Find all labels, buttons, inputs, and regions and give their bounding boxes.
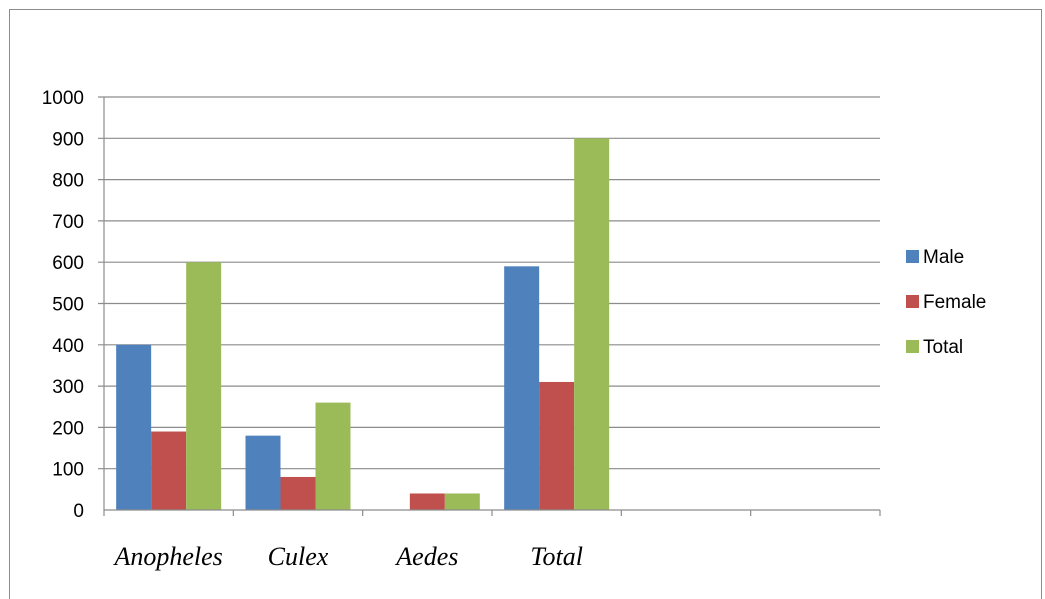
legend-swatch-total xyxy=(906,340,919,353)
y-tick-label: 600 xyxy=(52,253,84,274)
y-tick-label: 100 xyxy=(52,460,84,481)
bar-total-anopheles xyxy=(186,262,222,510)
y-tick-label: 700 xyxy=(52,212,84,233)
bar-male-total xyxy=(504,266,540,510)
y-tick-label: 900 xyxy=(52,129,84,150)
bar-female-anopheles xyxy=(151,431,187,510)
bar-male-culex xyxy=(245,435,281,510)
y-axis-tick-labels: 0 100 200 300 400 500 600 700 800 900 1000 xyxy=(42,88,84,522)
y-tick-label: 0 xyxy=(73,501,84,522)
chart-frame xyxy=(9,9,1042,599)
x-tick-label: Total xyxy=(530,542,583,571)
legend-swatch-male xyxy=(906,250,919,263)
legend-label-total: Total xyxy=(923,337,963,358)
legend-label-female: Female xyxy=(923,292,986,313)
y-tick-label: 300 xyxy=(52,377,84,398)
legend-swatch-female xyxy=(906,295,919,308)
bar-total-aedes xyxy=(444,493,480,510)
y-tick-label: 200 xyxy=(52,418,84,439)
x-tick-label: Anopheles xyxy=(113,542,223,571)
y-tick-label: 1000 xyxy=(42,88,84,109)
bar-male-anopheles xyxy=(116,344,152,510)
bars xyxy=(116,138,610,511)
bar-total-culex xyxy=(315,402,351,510)
bar-female-culex xyxy=(280,476,316,510)
y-tick-label: 500 xyxy=(52,295,84,316)
x-axis-tick-labels: Anopheles Culex Aedes Total xyxy=(113,542,583,571)
legend-label-male: Male xyxy=(923,247,964,268)
x-tick-label: Culex xyxy=(268,542,329,571)
y-tick-label: 400 xyxy=(52,336,84,357)
bar-female-aedes xyxy=(409,493,445,510)
x-axis xyxy=(103,509,881,516)
x-tick-label: Aedes xyxy=(394,542,458,571)
gridlines xyxy=(98,96,880,510)
legend: Male Female Total xyxy=(906,247,986,358)
bar-total-total xyxy=(574,138,610,511)
bar-female-total xyxy=(539,381,575,510)
y-tick-label: 800 xyxy=(52,171,84,192)
